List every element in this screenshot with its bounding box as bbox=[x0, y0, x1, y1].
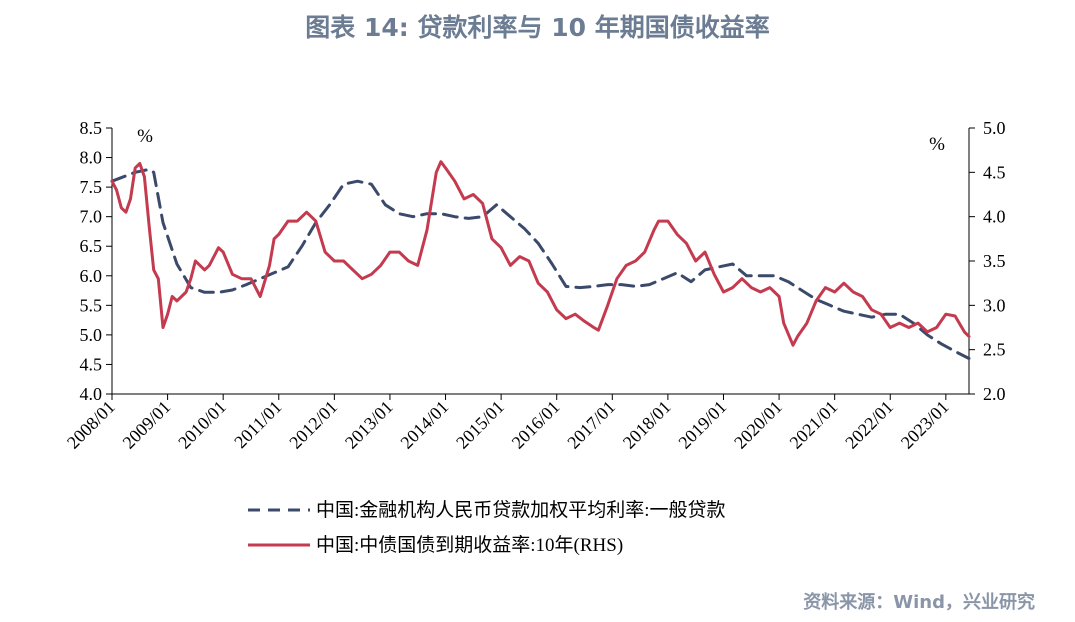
x-tick-label: 2010/01 bbox=[174, 397, 230, 453]
x-tick-label: 2012/01 bbox=[285, 397, 341, 453]
y-right-tick-label: 4.5 bbox=[983, 162, 1006, 182]
y-left-tick-label: 4.0 bbox=[80, 384, 103, 404]
series-layer bbox=[110, 160, 971, 360]
y-right-tick-label: 5.0 bbox=[983, 118, 1006, 138]
x-tick-label: 2022/01 bbox=[841, 397, 897, 453]
x-tick-label: 2014/01 bbox=[396, 397, 452, 453]
series-line-loan-rate bbox=[110, 167, 971, 360]
y-left-tick-label: 8.0 bbox=[80, 148, 103, 168]
legend-label-loan: 中国:金融机构人民币贷款加权平均利率:一般贷款 bbox=[316, 499, 726, 521]
y-left-tick-label: 5.0 bbox=[80, 325, 103, 345]
x-tick-label: 2018/01 bbox=[619, 397, 675, 453]
y-left-tick-label: 8.5 bbox=[80, 118, 103, 138]
chart-title: 图表 14: 贷款利率与 10 年期国债收益率 bbox=[305, 13, 770, 42]
x-tick-label: 2013/01 bbox=[341, 397, 397, 453]
y-left-tick-label: 6.0 bbox=[80, 266, 103, 286]
x-tick-label: 2021/01 bbox=[786, 397, 842, 453]
x-tick-label: 2020/01 bbox=[730, 397, 786, 453]
y-left-tick-label: 5.5 bbox=[80, 295, 103, 315]
y-left-tick-label: 7.5 bbox=[80, 177, 103, 197]
y-right-unit-label: % bbox=[929, 134, 945, 155]
y-right-tick-label: 4.0 bbox=[983, 207, 1006, 227]
legend: 中国:金融机构人民币贷款加权平均利率:一般贷款 中国:中债国债到期收益率:10年… bbox=[248, 499, 726, 556]
x-tick-label: 2011/01 bbox=[230, 397, 285, 452]
y-right-tick-label: 2.5 bbox=[983, 340, 1006, 360]
x-tick-label: 2015/01 bbox=[452, 397, 508, 453]
y-right-tick-label: 3.5 bbox=[983, 251, 1006, 271]
y-right-tick-label: 2.0 bbox=[983, 384, 1006, 404]
series-line-bond-yield bbox=[110, 160, 971, 347]
x-tick-label: 2023/01 bbox=[897, 397, 953, 453]
x-tick-label: 2019/01 bbox=[674, 397, 730, 453]
x-tick-label: 2017/01 bbox=[563, 397, 619, 453]
y-left-tick-label: 6.5 bbox=[80, 236, 103, 256]
y-left-tick-label: 7.0 bbox=[80, 207, 103, 227]
legend-label-bond: 中国:中债国债到期收益率:10年(RHS) bbox=[316, 534, 623, 556]
x-tick-label: 2016/01 bbox=[508, 397, 564, 453]
y-right-tick-label: 3.0 bbox=[983, 295, 1006, 315]
x-tick-label: 2009/01 bbox=[119, 397, 175, 453]
y-left-tick-label: 4.5 bbox=[80, 354, 103, 374]
x-tick-label: 2008/01 bbox=[63, 397, 119, 453]
y-left-unit-label: % bbox=[137, 126, 153, 147]
chart-axes: 4.0 4.5 5.0 5.5 6.0 6.5 7.0 7.5 8.0 8.5 2.0 2.5 3.0 3… bbox=[63, 118, 1006, 453]
source-note: 资料来源：Wind，兴业研究 bbox=[803, 592, 1035, 613]
